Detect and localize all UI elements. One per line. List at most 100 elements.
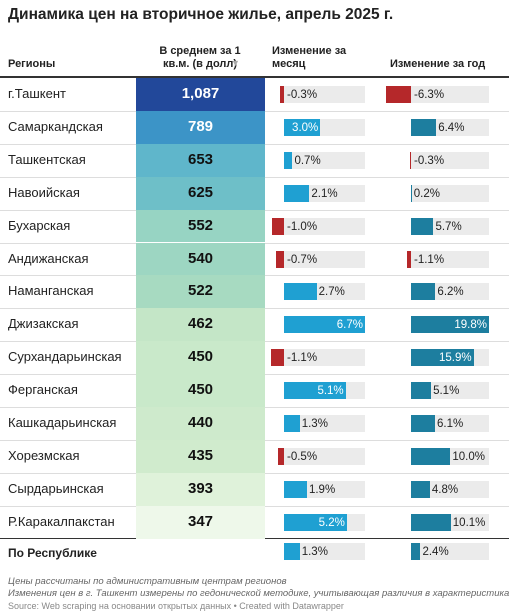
bar (409, 151, 411, 169)
bar (411, 543, 421, 560)
header-rule (0, 76, 509, 78)
bar-label: -1.0% (287, 220, 318, 233)
bar (411, 118, 437, 136)
price-cell: 540 (136, 242, 265, 276)
bar (284, 184, 310, 202)
bar-label: 2.1% (311, 187, 338, 200)
bar-label: 5.7% (435, 220, 462, 233)
price-cell: 462 (136, 308, 265, 342)
bar (411, 283, 436, 301)
region: Сырдарьинская (8, 480, 104, 496)
bar-label: 2.7% (318, 286, 345, 299)
region: Андижанская (8, 250, 89, 266)
bar-label: 5.1% (317, 385, 344, 398)
region-total: По Республике (8, 546, 97, 560)
header-regions: Регионы (8, 58, 56, 70)
region: Навоийская (8, 184, 80, 200)
bar (284, 118, 321, 136)
bar-label: 6.4% (438, 121, 465, 134)
bar-label: 2.4% (422, 546, 449, 558)
bar-label: 5.2% (318, 516, 345, 529)
note: Цены рассчитаны по административным цент… (8, 576, 287, 587)
price-cell: 393 (136, 472, 265, 506)
region: Наманганская (8, 283, 94, 299)
bar-label: 4.8% (431, 483, 459, 496)
bar (386, 86, 411, 103)
bar (284, 480, 307, 498)
bar (284, 151, 293, 169)
bar-label: 5.1% (433, 385, 460, 398)
price-cell: 653 (136, 143, 265, 177)
bar-label: -0.7% (287, 253, 318, 266)
source: Source: Web scraping на основании открыт… (8, 601, 344, 611)
bar (284, 415, 300, 432)
bar (411, 480, 430, 498)
bar-label: 0.7% (294, 154, 321, 167)
title: Динамика цен на вторичное жилье, апрель … (8, 6, 394, 23)
bar-label: 1.3% (301, 546, 328, 558)
bar-track (284, 86, 365, 103)
bar (411, 382, 432, 400)
price-cell: 347 (136, 505, 265, 539)
bar-label: -1.1% (414, 253, 445, 266)
bar-track (411, 184, 489, 202)
region: Ташкентская (8, 151, 86, 167)
region: Р.Каракалпакстан (8, 513, 115, 529)
bar (411, 447, 451, 465)
bar (411, 513, 451, 531)
price-cell: 522 (136, 275, 265, 309)
price-cell: 789 (136, 110, 265, 144)
bar-label: 10.0% (452, 450, 485, 463)
price-cell: 450 (136, 374, 265, 407)
header-year: Изменение за год (390, 58, 486, 70)
price-cell: 435 (136, 439, 265, 473)
bar-label: 6.1% (437, 418, 464, 430)
bar (280, 86, 284, 103)
bar (284, 543, 300, 560)
price-cell: 450 (136, 341, 265, 375)
sort-icon: ▼ (231, 58, 240, 68)
bar-label: 1.9% (308, 483, 336, 496)
bar-track (284, 447, 365, 465)
bar (284, 316, 365, 334)
header-price: В среднем за 1 кв.м. (в долл) (159, 45, 241, 70)
bar-label: 3.0% (292, 121, 319, 134)
header-month: Изменение за месяц (272, 45, 347, 70)
price-cell: 1,087 (136, 78, 265, 111)
bar-label: 10.1% (452, 516, 486, 529)
bar-track (284, 415, 365, 432)
bar (284, 382, 346, 400)
bar-track (284, 217, 365, 235)
bar-label: 1.3% (301, 418, 328, 430)
bar-label: 0.2% (413, 187, 440, 200)
region: Джизакская (8, 316, 79, 332)
bar-label: -1.1% (287, 352, 318, 365)
bar (277, 447, 284, 465)
price-cell: 440 (136, 407, 265, 440)
bar-track (411, 480, 489, 498)
bar (270, 349, 284, 367)
bar-label: -0.3% (414, 154, 445, 167)
region: Сурхандарьинская (8, 349, 122, 365)
bar (411, 349, 474, 367)
bar-label: 15.9% (439, 352, 472, 365)
bar (411, 217, 434, 235)
bar-track (284, 151, 365, 169)
bar-label: -6.3% (414, 89, 445, 101)
bar (411, 316, 489, 334)
bar-track (284, 250, 365, 268)
bar (411, 415, 436, 432)
region: Бухарская (8, 217, 71, 233)
bar-track (411, 543, 489, 560)
region: Ферганская (8, 382, 78, 398)
bar-track (411, 86, 489, 103)
bar-track (411, 151, 489, 169)
bar (271, 217, 284, 235)
bar-track (411, 250, 489, 268)
bar (275, 250, 284, 268)
bar-label: -0.3% (287, 89, 318, 101)
region: Самаркандская (8, 118, 103, 134)
region: г.Ташкент (8, 86, 66, 101)
bar-label: -0.5% (287, 450, 318, 463)
